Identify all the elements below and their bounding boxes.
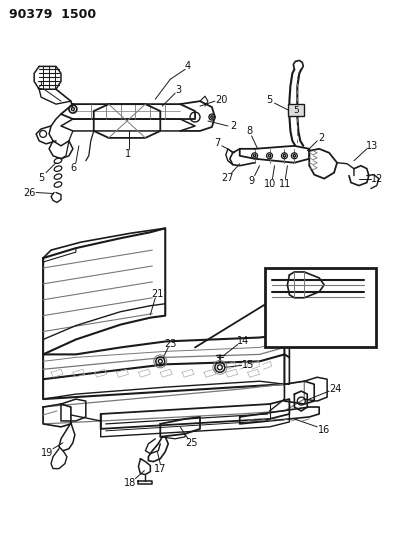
Text: 13: 13	[366, 141, 378, 151]
Text: 1: 1	[125, 149, 131, 159]
Circle shape	[217, 365, 222, 370]
Text: 9: 9	[249, 175, 255, 185]
Text: 27: 27	[222, 173, 234, 183]
Text: 15: 15	[241, 360, 254, 370]
Text: 18: 18	[125, 478, 137, 488]
Text: 2: 2	[231, 121, 237, 131]
Text: 24: 24	[329, 384, 341, 394]
Circle shape	[283, 155, 286, 157]
Text: 17: 17	[154, 464, 166, 474]
Bar	[264, 268, 376, 348]
Text: 2: 2	[318, 133, 324, 143]
Text: 5: 5	[293, 106, 299, 115]
Text: 5: 5	[266, 95, 273, 105]
Text: 25: 25	[185, 438, 197, 448]
Circle shape	[71, 108, 75, 110]
Text: 22: 22	[348, 269, 360, 279]
Text: 23: 23	[164, 340, 177, 350]
Circle shape	[268, 155, 271, 157]
Circle shape	[293, 155, 295, 157]
Text: 26: 26	[23, 188, 35, 198]
Text: 8: 8	[247, 126, 253, 136]
Circle shape	[253, 155, 256, 157]
Circle shape	[158, 359, 162, 364]
Circle shape	[211, 116, 213, 118]
Text: 20: 20	[216, 95, 228, 105]
Text: 4: 4	[185, 61, 191, 71]
Text: 12: 12	[371, 174, 383, 183]
Text: 21: 21	[151, 289, 164, 299]
Text: 2: 2	[36, 81, 42, 91]
Text: 7: 7	[214, 138, 220, 148]
Text: 19: 19	[41, 448, 53, 458]
Text: 10: 10	[264, 179, 276, 189]
Text: 90379  1500: 90379 1500	[9, 8, 96, 21]
Text: 3: 3	[175, 85, 181, 95]
Text: 11: 11	[279, 179, 291, 189]
Bar	[289, 104, 304, 116]
Text: 16: 16	[318, 425, 330, 435]
Text: 6: 6	[71, 163, 77, 173]
Text: 5: 5	[38, 173, 44, 183]
Text: 14: 14	[237, 336, 249, 346]
